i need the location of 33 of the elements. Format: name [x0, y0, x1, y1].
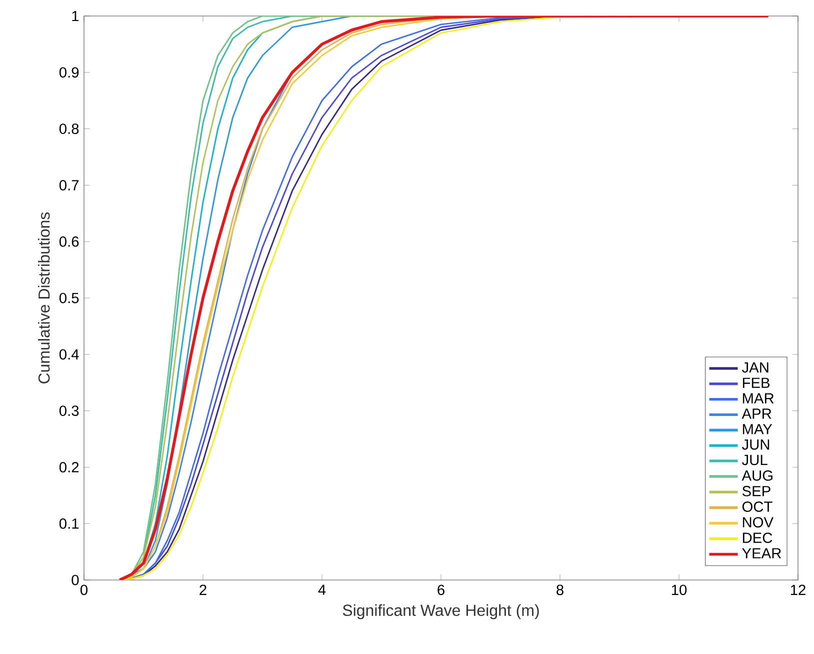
x-tick-label: 8: [556, 584, 564, 596]
y-tick-label: 0: [72, 574, 79, 586]
legend-label: SEP: [742, 486, 770, 496]
legend-label: MAR: [742, 393, 774, 404]
y-tick-label: 0.3: [59, 406, 79, 416]
legend-label: AUG: [742, 470, 772, 481]
x-tick-label: 0: [80, 584, 88, 596]
legend-label: MAY: [742, 424, 772, 434]
x-tick-label: 6: [438, 584, 444, 596]
y-tick-label: 0.8: [59, 124, 79, 134]
legend-label: NOV: [742, 517, 774, 528]
y-tick-label: 0.9: [59, 67, 79, 78]
y-tick-label: 0.7: [59, 180, 79, 190]
y-axis-title: Cumulative Distributions: [38, 212, 50, 384]
y-tick-label: 0.6: [59, 236, 79, 247]
x-tick-label: 2: [200, 584, 206, 595]
x-axis-title: Significant Wave Height (m): [342, 604, 539, 620]
legend-label: YEAR: [742, 548, 782, 558]
y-tick-label: 0.4: [59, 349, 79, 360]
legend-label: DEC: [742, 532, 772, 544]
x-tick-label: 10: [672, 584, 687, 596]
legend-label: JUN: [742, 440, 770, 450]
y-tick-label: 0.1: [59, 518, 79, 529]
y-tick-label: 0.5: [59, 292, 79, 304]
y-tick-label: 1: [72, 10, 79, 22]
y-tick-label: 0.2: [59, 462, 79, 472]
legend-label: OCT: [742, 502, 772, 512]
legend-label: FEB: [742, 378, 770, 388]
x-tick-label: 4: [318, 584, 326, 595]
legend-label: JAN: [742, 362, 768, 373]
x-tick-label: 12: [790, 584, 806, 595]
legend-label: JUL: [742, 454, 768, 466]
legend-label: APR: [742, 408, 772, 419]
